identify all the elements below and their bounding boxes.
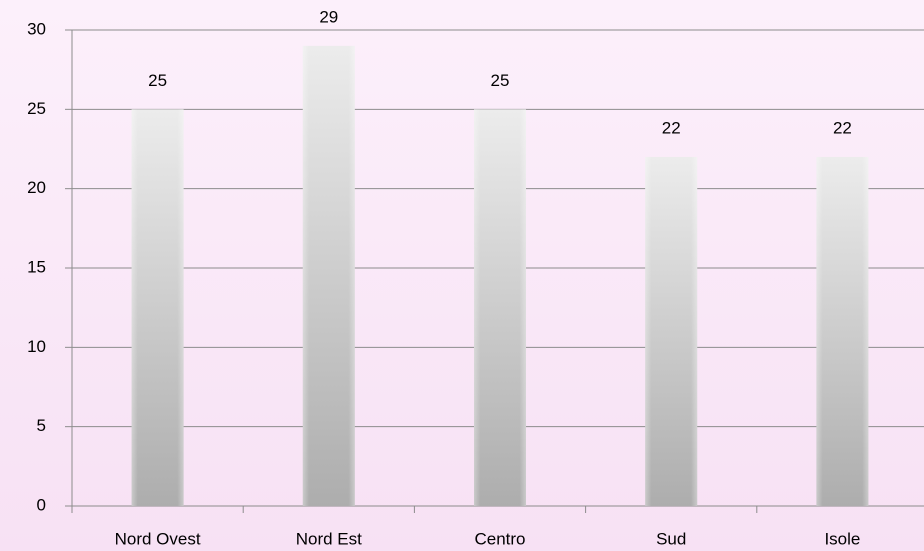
y-tick-label: 30 [27, 19, 46, 38]
y-tick-label: 10 [27, 337, 46, 356]
data-label: 25 [148, 71, 167, 90]
x-tick-label: Nord Est [296, 529, 362, 548]
bar-sheen [302, 45, 355, 506]
bar-sheen [131, 109, 184, 506]
y-tick-label: 20 [27, 178, 46, 197]
data-label: 29 [319, 7, 338, 26]
bar-sheen [474, 109, 526, 506]
x-tick-label: Nord Ovest [115, 529, 201, 548]
bar-sheen [816, 156, 869, 506]
y-tick-label: 0 [37, 495, 46, 514]
y-tick-label: 25 [27, 99, 46, 118]
data-label: 25 [491, 71, 510, 90]
x-tick-label: Centro [474, 529, 525, 548]
data-label: 22 [662, 118, 681, 137]
y-tick-label: 5 [37, 416, 46, 435]
bar-sheen [645, 156, 698, 506]
y-tick-label: 15 [27, 257, 46, 276]
x-tick-label: Isole [824, 529, 860, 548]
x-tick-label: Sud [656, 529, 686, 548]
data-label: 22 [833, 118, 852, 137]
